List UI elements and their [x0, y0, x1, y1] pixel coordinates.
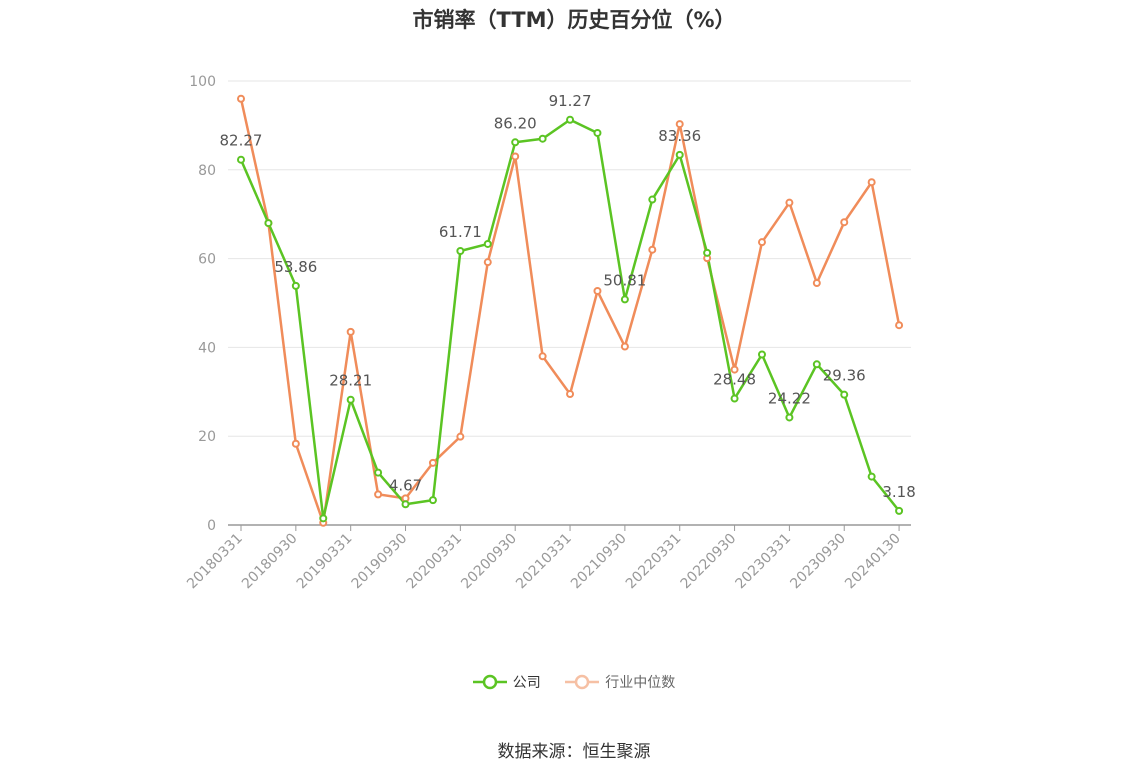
data-point-company: [291, 281, 300, 290]
data-point-company: [319, 514, 328, 523]
legend-item-company[interactable]: 公司: [472, 672, 541, 692]
data-point-industry: [538, 352, 547, 361]
data-point-company: [264, 219, 273, 228]
data-point-industry: [428, 458, 437, 467]
x-tick-label: 20180930: [239, 531, 301, 593]
data-point-company: [730, 394, 739, 403]
data-point-company: [675, 150, 684, 159]
data-label: 3.18: [882, 483, 915, 501]
data-label: 28.21: [329, 372, 372, 390]
x-tick-label: 20230930: [787, 531, 849, 593]
data-point-company: [840, 390, 849, 399]
data-point-company: [483, 239, 492, 248]
x-tick-label: 20210331: [513, 531, 575, 593]
data-point-company: [867, 472, 876, 481]
data-point-company: [346, 395, 355, 404]
source-note: 数据来源：恒生聚源: [497, 742, 651, 762]
y-tick-label: 80: [198, 163, 216, 179]
data-label: 29.36: [823, 367, 866, 385]
x-tick-label: 20220930: [678, 531, 740, 593]
series-line-industry: [239, 98, 901, 525]
legend-label-company: 公司: [512, 675, 541, 691]
data-label: 61.71: [439, 223, 482, 241]
series-points: [237, 94, 904, 527]
data-label: 28.48: [713, 371, 756, 389]
x-tick-label: 20200331: [403, 531, 465, 593]
x-tick-label: 20180331: [184, 531, 246, 593]
data-label: 50.81: [603, 271, 646, 289]
data-point-industry: [346, 327, 355, 336]
data-point-industry: [593, 287, 602, 296]
data-point-company: [428, 496, 437, 505]
legend-item-industry[interactable]: 行业中位数: [565, 672, 675, 692]
data-point-industry: [620, 342, 629, 351]
data-point-company: [703, 248, 712, 257]
data-label: 91.27: [549, 92, 592, 110]
data-label: 53.86: [274, 258, 317, 276]
y-tick-label: 40: [198, 340, 216, 356]
data-point-industry: [374, 490, 383, 499]
data-point-industry: [867, 178, 876, 187]
data-label: 86.20: [494, 114, 537, 132]
data-point-industry: [648, 245, 657, 254]
series-lines: [239, 98, 901, 525]
data-point-industry: [757, 238, 766, 247]
x-tick-label: 20220331: [623, 531, 685, 593]
data-point-company: [374, 468, 383, 477]
x-tick-label: 20190331: [294, 531, 356, 593]
axes: 0 20 40 60 80 100 2018033120180930201903312019…: [184, 74, 911, 592]
x-tick-label: 20190930: [349, 531, 411, 593]
data-point-industry: [675, 120, 684, 129]
x-tick-label: 20200930: [458, 531, 520, 593]
data-labels: 82.27 53.86 28.21 4.67 61.71 86.20 91.27 50.81 8…: [220, 92, 916, 501]
x-tick-label: 20240130: [842, 531, 904, 593]
data-point-company: [237, 155, 245, 164]
data-point-company: [757, 350, 766, 359]
series-line-company: [239, 118, 901, 520]
data-label: 4.67: [389, 476, 422, 494]
data-point-company: [401, 500, 410, 509]
data-point-company: [895, 506, 904, 515]
data-point-industry: [237, 94, 245, 103]
x-tick-label: 20230331: [733, 531, 795, 593]
y-tick-label: 100: [189, 74, 216, 90]
data-point-company: [566, 115, 575, 124]
legend-marker-company: [472, 674, 507, 690]
data-point-industry: [456, 432, 465, 441]
data-point-industry: [483, 258, 492, 267]
data-point-company: [785, 413, 794, 422]
legend-label-industry: 行业中位数: [605, 675, 676, 691]
chart-title: 市销率（TTM）历史百分位（%）: [412, 8, 736, 32]
data-point-company: [456, 247, 465, 256]
y-tick-label: 0: [207, 518, 216, 534]
data-label: 24.22: [768, 389, 811, 407]
data-label: 83.36: [658, 127, 701, 145]
data-point-industry: [291, 439, 300, 448]
data-point-industry: [566, 390, 575, 399]
legend: 公司 行业中位数: [0, 672, 1148, 694]
legend-marker-industry: [565, 674, 600, 690]
data-point-industry: [840, 218, 849, 227]
data-point-company: [648, 195, 657, 204]
data-point-industry: [730, 365, 739, 374]
x-tick-label: 20210930: [568, 531, 630, 593]
data-point-industry: [895, 321, 904, 330]
data-point-company: [538, 134, 547, 143]
data-point-industry: [785, 198, 794, 207]
data-point-industry: [511, 152, 520, 161]
data-point-industry: [812, 279, 821, 288]
data-point-company: [593, 128, 602, 137]
data-point-company: [812, 360, 821, 369]
data-point-company: [511, 138, 520, 147]
y-tick-label: 60: [198, 252, 216, 268]
data-label: 82.27: [220, 132, 263, 150]
data-point-company: [620, 295, 629, 304]
y-tick-label: 20: [198, 429, 216, 445]
